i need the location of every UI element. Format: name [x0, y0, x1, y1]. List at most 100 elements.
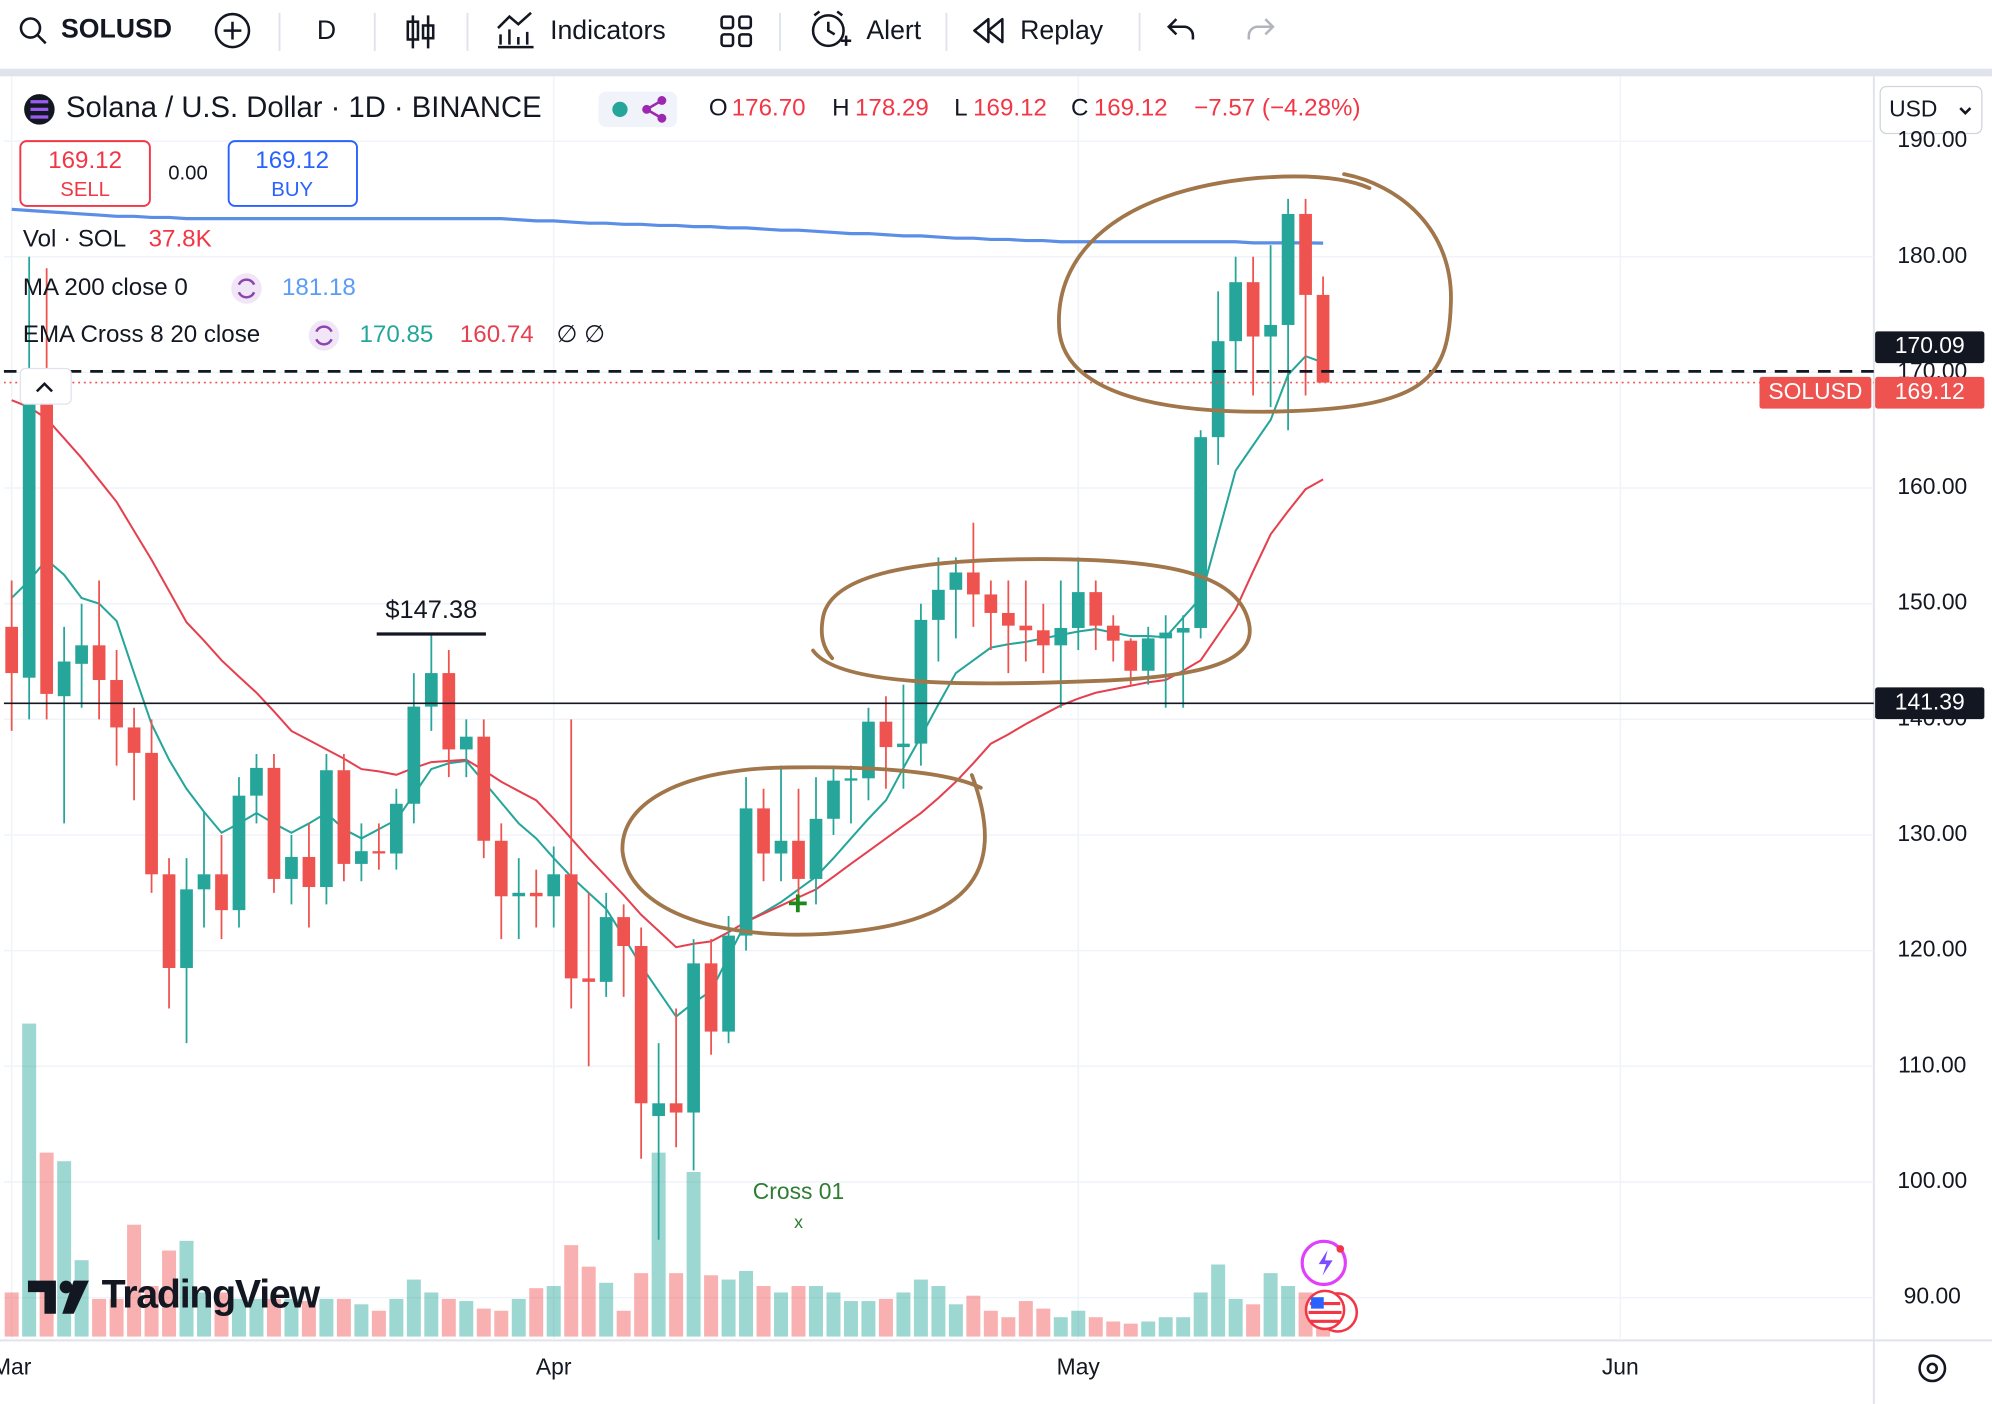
- candle-body: [424, 673, 438, 707]
- price-label-box: [1875, 331, 1985, 364]
- add-symbol-button[interactable]: [214, 12, 251, 49]
- candle-body: [844, 778, 858, 781]
- volume-bar: [74, 1260, 89, 1337]
- replay-button[interactable]: Replay: [973, 15, 1104, 45]
- sell-button[interactable]: 169.12 SELL: [19, 140, 151, 207]
- candle-body: [337, 770, 351, 864]
- candle-body: [5, 626, 19, 674]
- volume-bar: [1246, 1304, 1261, 1337]
- volume-bar: [1018, 1301, 1033, 1337]
- volume-bar: [616, 1310, 631, 1337]
- volume-bar: [1088, 1317, 1103, 1337]
- x-tick-label: Apr: [536, 1353, 572, 1379]
- layout-button[interactable]: [720, 15, 753, 48]
- settings-icon: [1926, 1362, 1939, 1375]
- currency-selector[interactable]: USD: [1879, 85, 1983, 135]
- volume-bar: [1176, 1317, 1191, 1337]
- alert-button[interactable]: Alert: [811, 10, 922, 48]
- indicator-line: [10, 355, 1324, 1019]
- watermark-text: TradingView: [102, 1273, 321, 1317]
- status-dot: [612, 101, 628, 117]
- interval-button[interactable]: D: [317, 15, 336, 45]
- candle-body: [792, 840, 805, 879]
- candle-body: [722, 935, 735, 1032]
- price-label-box: [1875, 687, 1985, 720]
- x-tick-label: Mar: [0, 1353, 32, 1379]
- search-button[interactable]: SOLUSD: [19, 14, 172, 45]
- buy-button[interactable]: 169.12 BUY: [227, 140, 358, 207]
- candle-body: [827, 780, 840, 819]
- logo-mark: [59, 1280, 73, 1294]
- sell-price: 169.12: [48, 147, 122, 174]
- candle-body: [932, 589, 945, 620]
- sell-box: [19, 140, 151, 207]
- x-tick-label: Jun: [1602, 1353, 1639, 1379]
- candle-body: [617, 917, 631, 947]
- chart-type-button[interactable]: [406, 15, 435, 49]
- cross-marker: [788, 894, 807, 913]
- candle-body: [1019, 625, 1033, 631]
- settings-button[interactable]: [1918, 1354, 1947, 1383]
- volume-bar: [197, 1292, 212, 1337]
- volume-bar: [826, 1292, 841, 1337]
- redo-button[interactable]: [1247, 18, 1275, 40]
- indicator-value: 37.8K: [149, 226, 212, 253]
- candle-body: [739, 808, 753, 936]
- candle-body: [669, 1103, 683, 1113]
- buy-price: 169.12: [255, 147, 329, 174]
- replay-label: Replay: [1020, 15, 1104, 45]
- volume-bar: [371, 1310, 386, 1337]
- volume-bar: [231, 1298, 246, 1337]
- volume-bar: [406, 1279, 421, 1337]
- sell-label: SELL: [60, 179, 110, 201]
- candle-body: [634, 946, 648, 1104]
- indicator-label: MA 200 close 0: [23, 274, 188, 301]
- candle-body: [1141, 638, 1155, 671]
- volume-bar: [336, 1298, 351, 1337]
- indicator-settings-icon: [315, 325, 333, 346]
- volume-bar: [1228, 1298, 1243, 1337]
- candle-body: [1124, 640, 1138, 671]
- candle-body: [1229, 282, 1242, 342]
- indicator-value: 181.18: [282, 274, 356, 301]
- indicator-value: 160.74: [460, 321, 534, 348]
- ohlc-label: H: [832, 95, 849, 122]
- candle-body: [302, 856, 316, 888]
- candle-body: [92, 645, 106, 681]
- volume-bar: [878, 1298, 893, 1337]
- y-tick-label: 130.00: [1897, 820, 1967, 846]
- candle-body: [442, 673, 456, 750]
- volume-bar: [511, 1298, 526, 1337]
- candle-body: [40, 372, 54, 694]
- ohlc-label: O: [709, 95, 728, 122]
- candle-body: [232, 795, 246, 911]
- alert-label: Alert: [866, 15, 921, 45]
- undo-button[interactable]: [1166, 18, 1195, 40]
- candle-body: [1316, 294, 1330, 383]
- event-icon[interactable]: [1304, 1289, 1346, 1331]
- candle-body: [75, 645, 88, 664]
- indicator-settings[interactable]: [231, 273, 262, 304]
- indicator-extra: ∅ ∅: [556, 321, 605, 348]
- annotation-label: Cross 01: [753, 1178, 844, 1204]
- y-tick-label: 190.00: [1897, 126, 1967, 152]
- volume-bar: [721, 1279, 736, 1337]
- candle-body: [897, 743, 910, 748]
- volume-bar: [1141, 1321, 1156, 1337]
- symbol: SOLUSD: [61, 14, 172, 44]
- candle-body: [879, 721, 893, 748]
- share-icon: [657, 113, 667, 123]
- indicators-button[interactable]: Indicators: [497, 11, 666, 49]
- y-tick-label: 160.00: [1897, 473, 1967, 499]
- status-pill[interactable]: [598, 91, 678, 128]
- dropdown-icon: [1959, 107, 1972, 115]
- volume-bar: [1158, 1317, 1173, 1337]
- layout-icon: [738, 33, 753, 48]
- candle-body: [512, 892, 526, 897]
- volume-bar: [301, 1301, 316, 1337]
- ohlc-value: 169.12: [1094, 95, 1168, 122]
- indicator-settings[interactable]: [308, 320, 340, 351]
- candle-body: [494, 840, 508, 897]
